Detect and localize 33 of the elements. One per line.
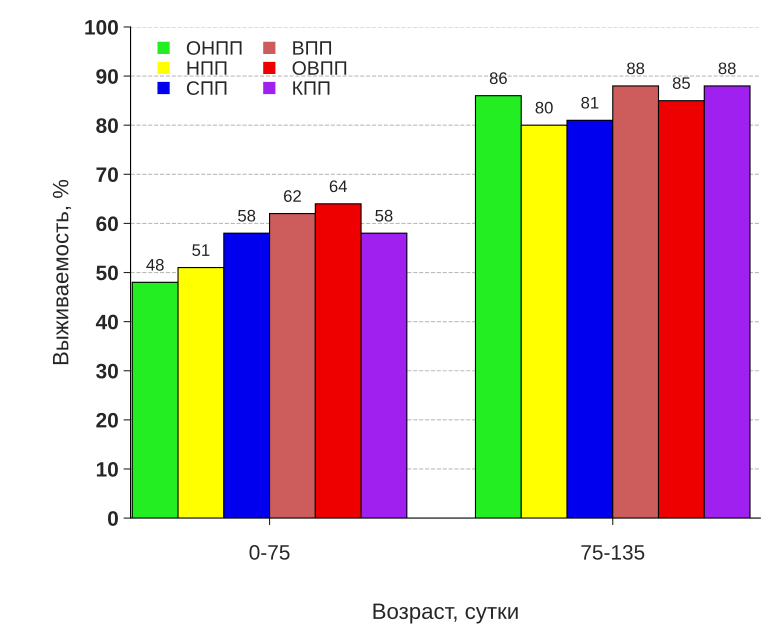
y-tick-label: 10 (96, 462, 118, 477)
y-tick-label: 30 (96, 364, 118, 379)
legend-label: НПП (188, 61, 226, 75)
data-label: 85 (672, 77, 690, 90)
y-tick-label: 100 (85, 20, 118, 35)
y-tick-label: 80 (96, 118, 118, 133)
data-label: 81 (581, 96, 598, 109)
x-tick-label: 0-75 (250, 545, 290, 560)
y-tick-label: 60 (96, 216, 118, 232)
legend-label: КПП (293, 81, 330, 95)
data-label: 88 (718, 62, 736, 74)
y-tick-label: 20 (96, 412, 118, 428)
data-label: 86 (490, 72, 507, 84)
y-axis-title: Выживаемость, % (52, 180, 72, 364)
y-tick-label: 40 (96, 314, 118, 330)
data-label: 88 (627, 62, 644, 74)
data-label: 62 (284, 190, 301, 202)
y-tick-label: 90 (96, 69, 118, 84)
x-tick-label: 75-135 (581, 545, 644, 560)
x-axis-title: Возраст, сутки (373, 604, 518, 624)
legend-label: СПП (186, 81, 226, 95)
data-label: 64 (330, 180, 347, 192)
data-label: 80 (536, 102, 553, 114)
legend-label: ОВПП (292, 61, 346, 75)
data-label: 58 (238, 210, 256, 222)
data-label: 48 (146, 258, 164, 271)
y-tick-label: 70 (96, 167, 118, 182)
y-tick-label: 50 (96, 266, 118, 280)
data-label: 51 (192, 244, 210, 256)
y-tick-label: 0 (108, 511, 118, 526)
data-label: 58 (375, 210, 392, 222)
legend-label: ВПП (293, 41, 332, 55)
legend-label: ОНПП (186, 41, 242, 55)
